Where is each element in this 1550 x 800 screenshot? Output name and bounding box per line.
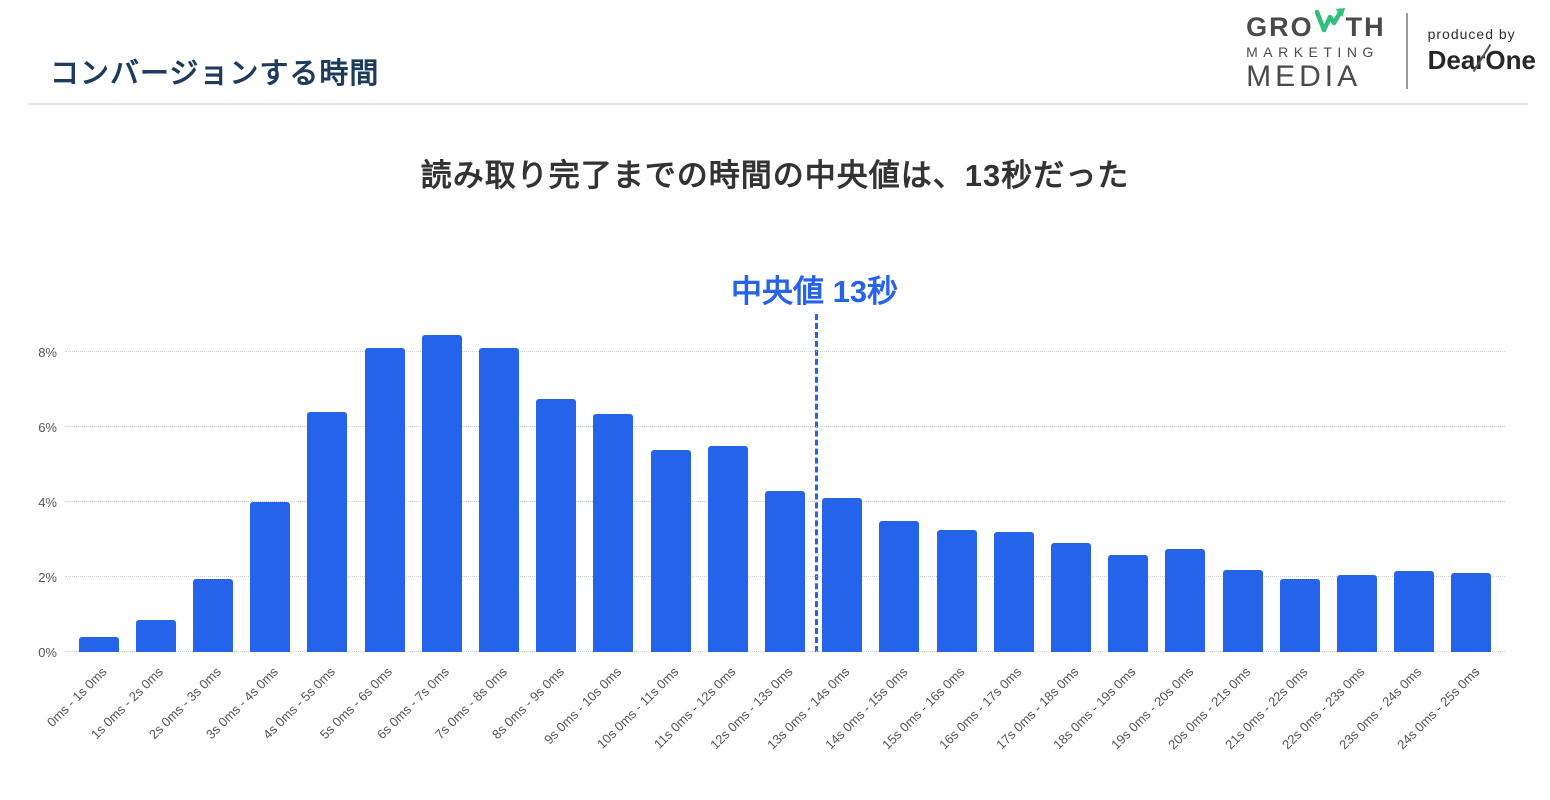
bar (1394, 571, 1435, 652)
bar-chart: 中央値 13秒 0% 2% 4% 6% 8% 0ms - 1s 0ms 1s 0ms - 2… (38, 274, 1505, 752)
bar (78, 637, 119, 652)
bar-slot: 14s 0ms - 15s 0ms (822, 322, 928, 752)
bar-slot: 5s 0ms - 6s 0ms (317, 322, 413, 742)
logo-line-marketing: MARKETING (1246, 44, 1379, 60)
header-divider (28, 103, 1528, 105)
bar-slot: 6s 0ms - 7s 0ms (374, 322, 470, 742)
bar (707, 445, 748, 652)
bar (936, 530, 977, 652)
bar (478, 348, 519, 652)
bar-slot: 15s 0ms - 16s 0ms (879, 322, 985, 752)
bar (650, 449, 691, 652)
bar (822, 498, 863, 652)
bar-slot: 7s 0ms - 8s 0ms (432, 322, 527, 742)
bar-slot: 1s 0ms - 2s 0ms (88, 322, 184, 742)
logo-growth-post: TH (1345, 12, 1386, 42)
gridline-6% (65, 426, 1505, 427)
produced-by-label: produced by (1427, 26, 1516, 42)
bar (1165, 548, 1206, 652)
bar-slot: 18s 0ms - 19s 0ms (1051, 322, 1157, 752)
bar-slot: 3s 0ms - 4s 0ms (203, 322, 299, 742)
dearone-wordmark: DearOne (1428, 43, 1536, 76)
bar-slot: 9s 0ms - 10s 0ms (541, 322, 642, 747)
bar (593, 413, 634, 652)
y-axis-tick: 2% (38, 570, 57, 585)
bar (307, 412, 348, 652)
bar (1108, 554, 1149, 652)
bar (1050, 543, 1091, 652)
y-axis-tick: 8% (38, 345, 57, 360)
bar (1451, 573, 1492, 652)
bar-slot: 17s 0ms - 18s 0ms (993, 322, 1099, 752)
bar (536, 398, 577, 652)
logo-line-growth: GRO TH (1246, 8, 1386, 43)
bar-slot: 20s 0ms - 21s 0ms (1165, 322, 1271, 752)
y-axis-tick: 0% (38, 645, 57, 660)
bar-slot: 2s 0ms - 3s 0ms (146, 322, 241, 742)
bar (250, 502, 291, 652)
median-annotation-label: 中央値 13秒 (731, 274, 899, 309)
bar (1336, 575, 1377, 652)
bar-slot: 12s 0ms - 13s 0ms (707, 322, 813, 752)
chart-headline: 読み取り完了までの時間の中央値は、13秒だった (420, 158, 1130, 193)
bar-slot: 10s 0ms - 11s 0ms (594, 322, 699, 752)
gridline-8% (65, 351, 1505, 352)
bar-slot: 0ms - 1s 0ms (43, 322, 127, 730)
bar-slot: 22s 0ms - 23s 0ms (1279, 322, 1385, 752)
bar (135, 620, 176, 652)
bar-slot: 16s 0ms - 17s 0ms (936, 322, 1042, 752)
growth-marketing-media-logo: GRO TH MARKETING MEDIA produced by DearO… (1246, 8, 1536, 94)
logo-growth-pre: GRO (1246, 12, 1314, 42)
y-axis-tick: 4% (38, 495, 57, 510)
growth-marketing-media-wordmark: GRO TH MARKETING MEDIA (1246, 8, 1386, 94)
bar-slot: 19s 0ms - 20s 0ms (1108, 322, 1214, 752)
bar (764, 490, 805, 652)
bar-slot: 23s 0ms - 24s 0ms (1337, 322, 1443, 752)
bar (192, 578, 233, 652)
bar (421, 335, 462, 652)
bar-slot: 4s 0ms - 5s 0ms (260, 322, 356, 742)
page-title: コンバージョンする時間 (50, 58, 380, 90)
bar-slot: 13s 0ms - 14s 0ms (765, 322, 871, 752)
logo-line-media: MEDIA (1246, 60, 1362, 93)
bar (879, 520, 920, 652)
bar (1279, 578, 1320, 652)
bar-slot: 8s 0ms - 9s 0ms (489, 322, 585, 742)
dearone-logo: produced by DearOne (1428, 26, 1536, 76)
bar-slot: 11s 0ms - 12s 0ms (651, 322, 756, 752)
median-dashed-line (814, 314, 818, 652)
bar-slot: 24s 0ms - 25s 0ms (1394, 322, 1500, 752)
y-axis-tick: 6% (38, 420, 57, 435)
bar (1222, 569, 1263, 652)
bar (364, 348, 405, 652)
growth-arrow-icon (1314, 8, 1345, 41)
bar (993, 532, 1034, 652)
logo-divider (1405, 13, 1408, 89)
bar-slot: 21s 0ms - 22s 0ms (1222, 322, 1328, 752)
